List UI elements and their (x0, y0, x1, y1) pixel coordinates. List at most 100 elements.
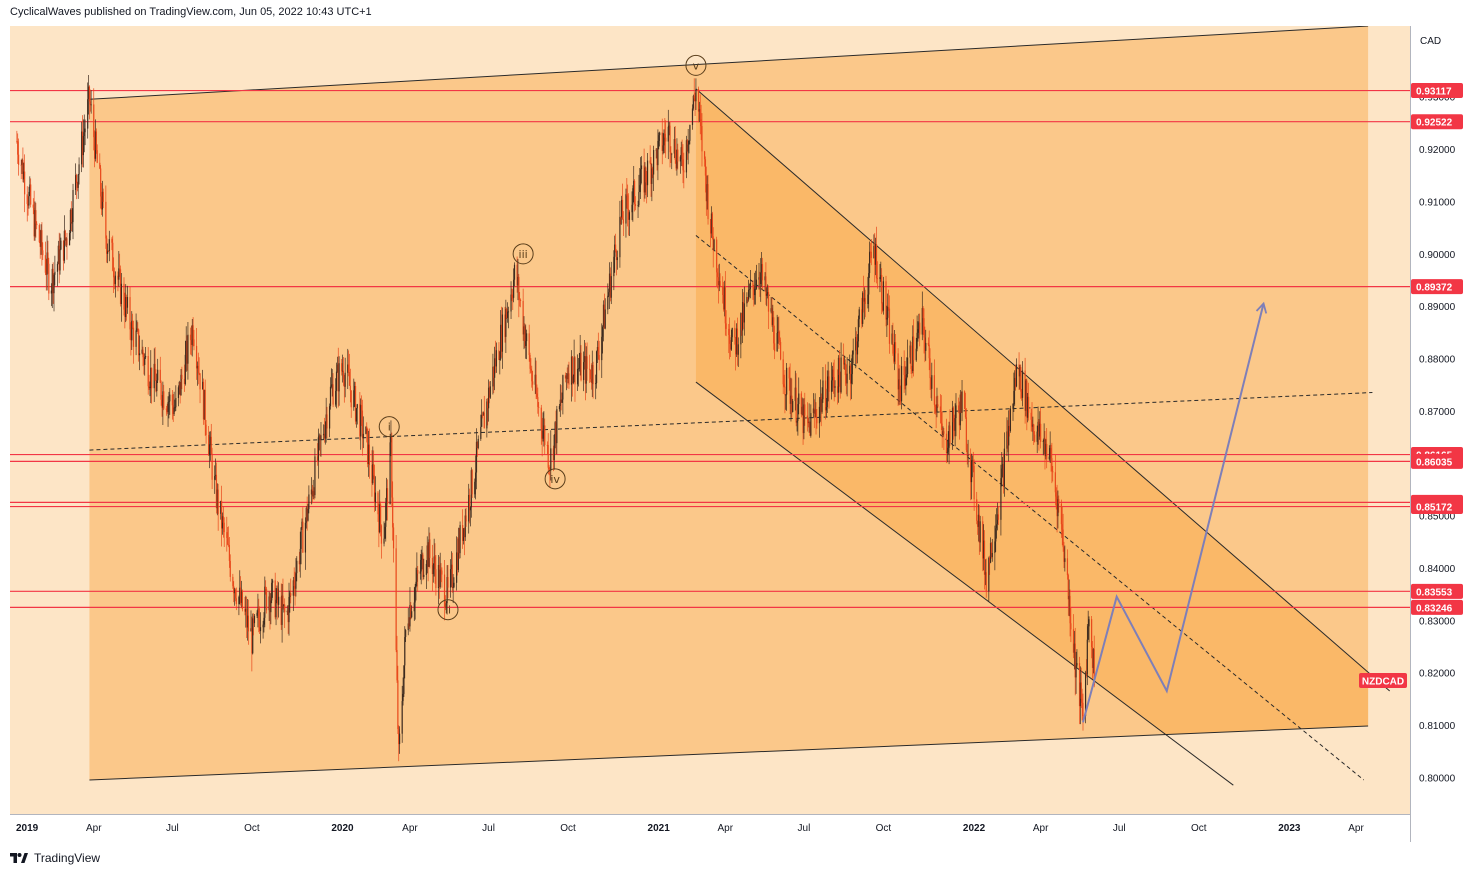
outer-channel-upper-line[interactable] (89, 26, 1369, 100)
candle-body (114, 275, 116, 285)
outer-channel-lower-line[interactable] (89, 725, 1369, 781)
candle-body (964, 391, 966, 409)
candle-body (608, 273, 611, 293)
candle-body (40, 230, 42, 247)
candle-body (538, 406, 540, 408)
candle-body (398, 733, 401, 745)
projection-path[interactable] (1082, 301, 1268, 723)
candle-body (882, 281, 885, 311)
candle-body (287, 610, 289, 623)
candle-body (638, 192, 640, 206)
candle-body (773, 343, 776, 352)
candle-body (87, 86, 90, 100)
time-tick-label: Jul (1113, 823, 1126, 834)
inner-channel-upper-line[interactable] (695, 88, 1391, 692)
inner-channel-midline[interactable] (695, 235, 1365, 781)
candle-body (565, 375, 567, 379)
candle-body (325, 414, 327, 425)
candle-body (798, 393, 800, 405)
candle-body (81, 131, 84, 156)
candle-body (426, 545, 428, 564)
candle-body (41, 230, 43, 251)
candle-body (1054, 472, 1056, 493)
price-tag-bg (1411, 453, 1463, 469)
candle-body (265, 589, 268, 611)
time-tick-label: Jul (166, 823, 179, 834)
candle-body (661, 132, 663, 151)
candle-body (159, 369, 161, 383)
candle-body (1048, 456, 1050, 460)
candle-body (314, 456, 316, 496)
candle-body (166, 409, 168, 412)
candle-body (505, 309, 507, 337)
candle-body (730, 337, 732, 350)
candle-body (82, 135, 84, 156)
candle-body (710, 219, 712, 234)
candle-body (1042, 441, 1044, 442)
candle-body (1084, 672, 1087, 717)
candle-body (547, 444, 549, 468)
candle-body (58, 245, 60, 271)
candle-body (731, 327, 733, 338)
candle-body (875, 244, 878, 279)
candle-body (640, 165, 643, 170)
price-axis[interactable]: 0.80000 0.81000 0.82000 0.83000 0.84000 0.850… (1419, 93, 1456, 785)
candle-body (852, 350, 854, 355)
candle-body (259, 627, 262, 632)
wave-label-ii[interactable]: ii (437, 599, 459, 621)
candle-body (435, 569, 437, 589)
candle-body (290, 593, 292, 596)
candle-body (216, 489, 218, 509)
candle-body (338, 363, 340, 392)
candle-body (202, 381, 204, 390)
candle-body (487, 401, 489, 409)
candle-body (313, 491, 315, 496)
candle-body (707, 184, 709, 220)
candle-body (579, 352, 581, 369)
wave-label-iii[interactable]: iii (512, 243, 534, 265)
candle-body (190, 340, 192, 345)
candle-body (656, 149, 658, 166)
candle-body (265, 586, 267, 590)
wave-label-v[interactable]: v (685, 54, 707, 76)
candle-body (683, 170, 685, 173)
candle-body (487, 387, 490, 409)
candle-body (271, 580, 274, 583)
wave-label-text: v (693, 59, 700, 72)
candlestick-series (16, 74, 1095, 762)
candle-body (347, 364, 349, 373)
candle-body (741, 301, 744, 331)
wave-label-iv[interactable]: iv (544, 468, 566, 490)
candle-body (171, 394, 173, 406)
candle-body (778, 331, 780, 340)
time-axis[interactable]: 2019 Apr Jul Oct 2020 Apr Jul Oct 2021 Apr Jul Oct 2… (16, 823, 1364, 834)
candle-body (112, 242, 114, 271)
candle-body (977, 514, 980, 527)
candle-body (766, 293, 768, 296)
inner-channel-lower-line[interactable] (695, 381, 1234, 786)
candle-body (583, 356, 586, 363)
candle-body (129, 297, 131, 330)
candle-body (289, 593, 291, 597)
candle-body (151, 367, 153, 389)
candle-body (162, 391, 164, 408)
candle-body (952, 407, 954, 423)
price-tag-text: 0.85172 (1416, 503, 1453, 514)
candle-body (408, 623, 410, 627)
candle-body (356, 404, 358, 409)
candle-body (415, 581, 417, 588)
candle-body (625, 194, 627, 224)
candle-body (93, 104, 95, 138)
candle-body (816, 417, 818, 424)
candle-body (813, 408, 815, 414)
candle-body (46, 252, 48, 275)
candle-body (983, 540, 985, 559)
candle-body (1051, 458, 1053, 472)
candle-body (675, 159, 677, 169)
candle-body (223, 522, 225, 533)
candle-body (106, 250, 109, 254)
wave-label-i[interactable]: i (378, 416, 400, 438)
candle-body (1062, 529, 1064, 548)
candle-body (586, 356, 588, 369)
